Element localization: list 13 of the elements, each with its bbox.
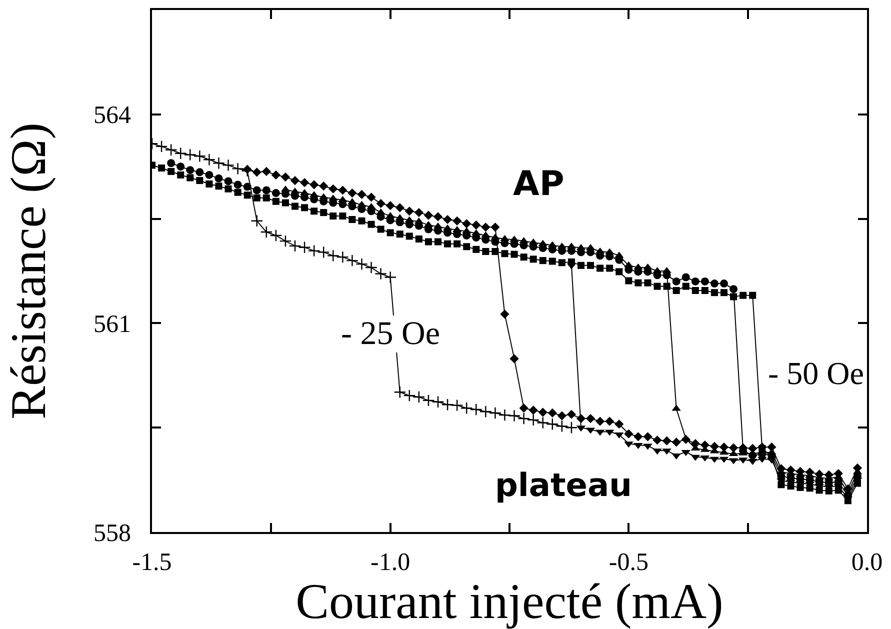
y-axis-title: Résistance (Ω) <box>0 122 56 420</box>
annotation: - 25 Oe <box>341 316 440 352</box>
y-tick-label: 561 <box>94 310 131 338</box>
x-axis-title: Courant injecté (mA) <box>296 573 724 629</box>
y-tick-label: 564 <box>94 102 132 130</box>
x-tick-label: -1.0 <box>370 549 410 576</box>
x-tick-label: -0.5 <box>608 549 648 576</box>
annotation: AP <box>513 164 564 204</box>
annotation: - 50 Oe <box>768 355 864 391</box>
x-tick-label: 0.0 <box>851 549 883 576</box>
x-tick-label: -1.5 <box>132 549 172 576</box>
annotation: plateau <box>495 466 632 504</box>
y-tick-label: 558 <box>94 520 131 547</box>
